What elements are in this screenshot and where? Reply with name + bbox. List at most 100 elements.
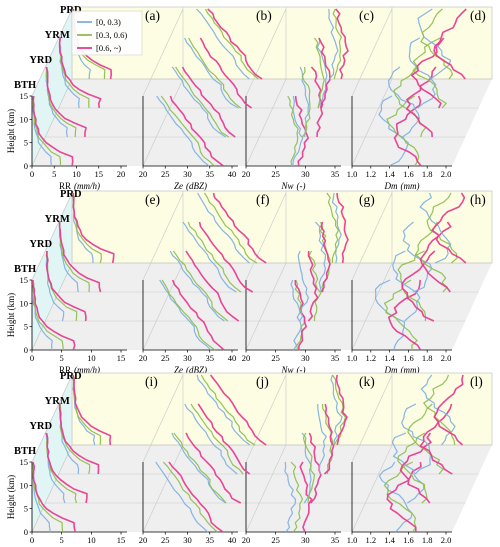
x-tick-label: 15 [95,169,104,179]
depth-line [351,78,393,167]
profile-line [393,95,422,167]
y-tick-label: 0 [24,527,28,537]
profile-line [171,432,227,504]
row-autumn: Autumn051015RR(mm/h)(i)2025303540Ze(dBZ)… [6,371,493,545]
depth-line-top [245,192,287,281]
x-tick-label: 30 [301,169,310,179]
x-tick-label: 1.4 [384,353,395,363]
x-tick-label: 0 [30,169,34,179]
profile-line [284,461,297,533]
depth-line [31,78,73,167]
depth-line-top [142,374,184,463]
panel-label: (h) [470,192,486,207]
x-axis-title: Nw (-) [280,365,305,375]
profile-line [190,403,244,475]
row-spring: Spring05101520RR(mm/h)(a)2025303540Ze(dB… [6,5,493,191]
profile-line [203,192,258,264]
region-label-prd: PRD [60,371,82,382]
panel-label: (d) [470,8,486,23]
depth-line [142,78,184,167]
profile-line [200,374,256,446]
x-tick-label: 1.6 [403,535,414,545]
y-axis-title: Height (km) [6,109,16,153]
region-label-yrm: YRM [45,396,70,407]
profile-line [169,95,224,167]
profile-line [46,250,87,322]
panel-label: (k) [359,374,375,389]
profile-line [32,95,74,167]
profile-line [212,192,267,264]
depth-line [351,444,393,533]
back-wall [71,372,493,446]
profile-line [314,37,325,109]
x-axis-title: Ze (dBZ) [174,365,207,375]
legend: [0, 0.3) [0.3, 0.6) [0.6, ~) [71,10,143,56]
profile-line [307,250,319,322]
panel-label: (l) [470,374,483,389]
profile-line [45,250,65,322]
profile-line [299,66,310,138]
depth-line [142,444,184,533]
profile-line [417,8,452,80]
profile-line [184,403,238,475]
x-tick-label: 35 [206,353,215,363]
x-tick-label: 15 [117,353,126,363]
region-label-yrd: YRD [29,55,52,66]
profile-line [316,37,328,109]
x-tick-label: 1.0 [347,535,358,545]
depth-line [245,444,287,533]
profile-line [287,95,299,167]
profile-line [335,374,348,446]
depth-line-top [31,8,73,97]
floor-plane [32,79,492,166]
axis-var-name: Nw [280,365,293,375]
depth-line [245,262,287,351]
region-label-prd: PRD [60,5,82,16]
x-tick-label: 1.4 [384,535,395,545]
profile-line [387,279,422,351]
x-tick-label: 2.0 [441,353,452,363]
profile-line [168,461,224,533]
profile-line [386,95,420,167]
profile-line [308,250,322,322]
axis-unit: (-) [297,181,306,191]
x-tick-label: 1.8 [422,169,433,179]
axis-var-name: RR [59,181,71,191]
x-tick-label: 2.0 [441,535,452,545]
x-axis-title: Nw (-) [280,181,305,191]
axis-unit: (mm) [401,181,420,191]
panel-label: (c) [359,8,374,23]
x-tick-label: 1.4 [384,169,395,179]
profile-line [171,279,225,351]
x-tick-label: 10 [87,535,96,545]
profile-line [301,66,311,138]
x-tick-label: 1.6 [403,353,414,363]
profile-line [314,221,327,293]
depth-line [245,78,287,167]
x-axis-title: Dm (mm) [384,365,420,375]
x-tick-label: 5 [60,535,64,545]
x-axis-title: Dm (mm) [384,181,420,191]
profile-line [331,192,342,264]
profile-line [392,250,421,322]
x-tick-label: 30 [183,353,192,363]
profile-line [328,8,339,80]
depth-line-top [245,374,287,463]
x-tick-label: 25 [161,169,170,179]
x-tick-label: 20 [139,169,148,179]
axis-unit: (mm/h) [74,365,100,375]
depth-line [31,444,73,533]
profile-line [433,374,464,446]
x-tick-label: 0 [30,353,34,363]
x-tick-label: 1.2 [365,535,376,545]
axis-unit: (mm) [401,365,420,375]
profile-line [420,374,456,446]
x-tick-label: 35 [206,535,215,545]
y-tick-label: 10 [20,114,29,124]
profile-line [196,374,251,446]
x-tick-label: 35 [331,353,340,363]
floor-plane [32,263,492,350]
x-tick-label: 20 [117,169,126,179]
profile-line [171,66,227,138]
y-tick-label: 0 [24,161,28,171]
